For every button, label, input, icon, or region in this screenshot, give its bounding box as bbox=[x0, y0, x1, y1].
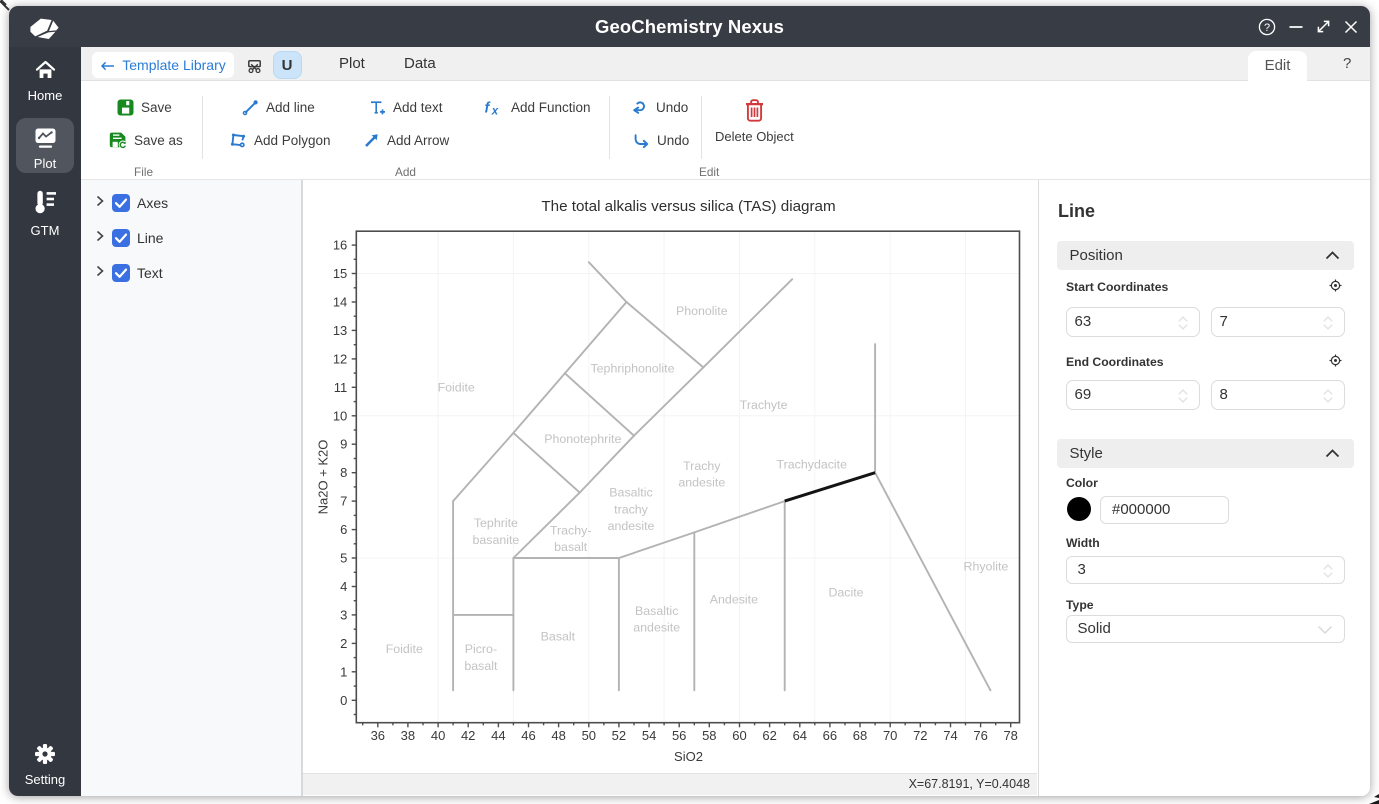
svg-text:5: 5 bbox=[340, 551, 347, 566]
svg-text:36: 36 bbox=[371, 728, 385, 743]
svg-text:trachy: trachy bbox=[614, 502, 649, 516]
svg-text:The total alkalis versus silic: The total alkalis versus silica (TAS) di… bbox=[541, 198, 835, 215]
svg-text:basalt: basalt bbox=[464, 659, 498, 673]
svg-text:11: 11 bbox=[334, 380, 348, 395]
svg-text:2: 2 bbox=[340, 636, 347, 651]
svg-text:Na2O + K2O: Na2O + K2O bbox=[316, 440, 331, 515]
svg-text:72: 72 bbox=[913, 728, 927, 743]
svg-text:1: 1 bbox=[340, 664, 347, 679]
svg-text:78: 78 bbox=[1003, 728, 1017, 743]
svg-text:8: 8 bbox=[340, 465, 347, 480]
svg-text:0: 0 bbox=[340, 693, 347, 708]
svg-text:42: 42 bbox=[461, 728, 475, 743]
svg-text:Basaltic: Basaltic bbox=[609, 486, 652, 500]
svg-text:andesite: andesite bbox=[633, 621, 680, 635]
svg-text:Dacite: Dacite bbox=[828, 585, 863, 599]
svg-text:Andesite: Andesite bbox=[710, 592, 758, 606]
svg-text:12: 12 bbox=[333, 351, 347, 366]
svg-text:Picro-: Picro- bbox=[465, 642, 497, 656]
svg-text:Tephriphonolite: Tephriphonolite bbox=[590, 362, 674, 376]
svg-text:6: 6 bbox=[340, 522, 347, 537]
svg-text:68: 68 bbox=[853, 728, 867, 743]
svg-text:40: 40 bbox=[431, 728, 445, 743]
svg-text:52: 52 bbox=[612, 728, 626, 743]
svg-text:Phonotephrite: Phonotephrite bbox=[544, 432, 621, 446]
svg-text:Phonolite: Phonolite bbox=[676, 304, 728, 318]
svg-text:9: 9 bbox=[340, 437, 347, 452]
svg-text:14: 14 bbox=[333, 295, 347, 310]
svg-text:Foidite: Foidite bbox=[386, 642, 423, 656]
svg-text:basalt: basalt bbox=[554, 540, 588, 554]
svg-text:?: ? bbox=[1264, 22, 1270, 34]
svg-text:7: 7 bbox=[340, 494, 347, 509]
svg-text:44: 44 bbox=[491, 728, 505, 743]
svg-text:62: 62 bbox=[762, 728, 776, 743]
svg-text:66: 66 bbox=[823, 728, 837, 743]
svg-text:15: 15 bbox=[333, 266, 347, 281]
svg-text:Basaltic: Basaltic bbox=[635, 604, 678, 618]
svg-text:76: 76 bbox=[973, 728, 987, 743]
svg-text:f: f bbox=[485, 100, 492, 116]
svg-text:50: 50 bbox=[582, 728, 596, 743]
svg-text:10: 10 bbox=[333, 408, 347, 423]
svg-text:70: 70 bbox=[883, 728, 897, 743]
svg-text:SiO2: SiO2 bbox=[674, 749, 703, 764]
svg-text:56: 56 bbox=[672, 728, 686, 743]
svg-text:48: 48 bbox=[551, 728, 565, 743]
svg-text:54: 54 bbox=[642, 728, 656, 743]
svg-text:Trachy: Trachy bbox=[683, 459, 721, 473]
svg-text:Foidite: Foidite bbox=[438, 381, 475, 395]
svg-text:60: 60 bbox=[732, 728, 746, 743]
svg-text:4: 4 bbox=[340, 579, 347, 594]
svg-text:74: 74 bbox=[943, 728, 957, 743]
svg-text:46: 46 bbox=[521, 728, 535, 743]
svg-text:basanite: basanite bbox=[472, 533, 519, 547]
svg-text:Trachydacite: Trachydacite bbox=[777, 458, 848, 472]
svg-text:64: 64 bbox=[793, 728, 807, 743]
svg-text:16: 16 bbox=[333, 238, 347, 253]
svg-text:Tephrite: Tephrite bbox=[474, 516, 518, 530]
svg-text:13: 13 bbox=[333, 323, 347, 338]
svg-text:andesite: andesite bbox=[678, 476, 725, 490]
svg-text:Rhyolite: Rhyolite bbox=[964, 559, 1009, 573]
svg-text:andesite: andesite bbox=[608, 519, 655, 533]
svg-text:Trachy-: Trachy- bbox=[550, 523, 592, 537]
svg-text:3: 3 bbox=[340, 607, 347, 622]
svg-text:Trachyte: Trachyte bbox=[740, 398, 788, 412]
svg-text:58: 58 bbox=[702, 728, 716, 743]
svg-text:x: x bbox=[491, 105, 499, 115]
svg-text:38: 38 bbox=[401, 728, 415, 743]
svg-text:Basalt: Basalt bbox=[541, 630, 576, 644]
